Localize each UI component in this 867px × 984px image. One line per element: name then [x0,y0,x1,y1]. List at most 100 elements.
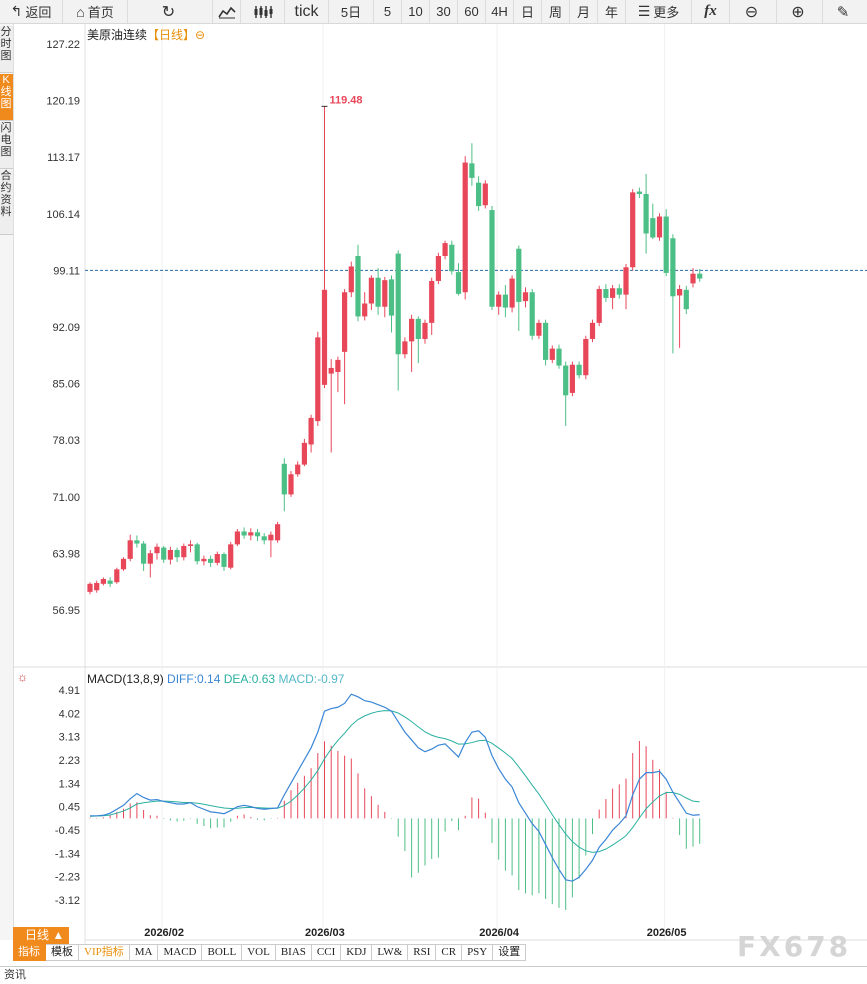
tab-vol[interactable]: VOL [242,944,276,961]
candle-type-button[interactable] [241,0,285,23]
period-year[interactable]: 年 [598,0,626,23]
period-week[interactable]: 周 [542,0,570,23]
instrument-name: 美原油连续 [87,28,148,42]
tab-kline[interactable]: K线图 [0,74,13,121]
day-period-tab[interactable]: 日线 ▲ [13,927,69,944]
tab-settings[interactable]: 设置 [493,944,527,961]
chart-title: 美原油连续【日线】⊖ [87,26,205,43]
candlestick-icon [254,5,272,18]
tab-flash[interactable]: 闪电图 [0,122,13,169]
zoom-out-button[interactable]: ⊖ [730,0,777,23]
settings-sun-icon[interactable]: ☼ [17,670,28,684]
news-footer[interactable]: 资讯 [0,966,867,983]
tab-template[interactable]: 模板 [46,944,79,961]
collapse-icon[interactable]: ⊖ [195,28,206,42]
refresh-button[interactable]: ↻ [128,0,213,23]
period-30min[interactable]: 30 [430,0,458,23]
zoom-in-button[interactable]: ⊕ [777,0,823,23]
macd-tick-label: -0.45 [55,825,80,837]
price-tick-label: 71.00 [52,492,80,504]
zoom-in-icon: ⊕ [791,3,805,21]
fx-icon: fx [704,3,717,19]
candle-body [623,267,629,295]
left-tab-bar: 分时图 K线图 闪电图 合约资料 [0,24,14,940]
price-tick-label: 106.14 [46,209,80,221]
tab-cci[interactable]: CCI [311,944,342,961]
price-tick-label: 63.98 [52,548,80,560]
tab-vip-indicator[interactable]: VIP指标 [79,944,130,961]
tab-contract-info[interactable]: 合约资料 [0,170,13,235]
candle-body [690,273,696,284]
indicator-tab-bar: 指标 模板 VIP指标 MA MACD BOLL VOL BIAS CCI KD… [13,944,527,961]
macd-tick-label: 4.91 [59,685,80,697]
period-5day[interactable]: 5日 [329,0,374,23]
period-month[interactable]: 月 [570,0,598,23]
candle-body [201,558,207,562]
draw-tool-button[interactable]: ✎ [823,0,866,23]
home-button[interactable]: ⌂ 首页 [63,0,128,23]
candle-body [241,531,247,536]
period-10min[interactable]: 10 [402,0,430,23]
back-button[interactable]: ↰ 返回 [0,0,63,23]
macd-label: MACD(13,8,9) [87,672,164,686]
menu-icon: ☰ [637,3,651,19]
chart-type-button[interactable] [213,0,241,23]
candle-body [120,558,127,570]
candle-body [301,442,307,465]
candle-body [643,193,649,234]
period-day[interactable]: 日 [514,0,542,23]
candle-body [127,540,133,559]
tab-indicator[interactable]: 指标 [13,944,46,961]
tab-psy[interactable]: PSY [462,944,494,961]
candle-body [295,464,301,475]
more-label: 更多 [653,5,680,20]
candle-body [630,192,636,268]
candle-body [187,544,194,546]
candle-body [435,255,441,281]
diff-line [90,693,700,882]
macd-tick-label: -3.12 [55,895,80,907]
formula-fx-button[interactable]: fx [692,0,730,23]
refresh-icon: ↻ [161,3,176,21]
more-button[interactable]: ☰ 更多 [626,0,692,23]
macd-tick-label: 1.34 [59,778,80,790]
candle-body [556,348,562,366]
candle-body [496,294,502,307]
candle-body [636,191,642,194]
tab-cr[interactable]: CR [436,944,463,961]
candle-body [194,544,200,562]
price-tick-label: 120.19 [46,96,80,108]
macd-tick-label: 2.23 [59,755,80,767]
tab-boll[interactable]: BOLL [202,944,243,961]
tab-bias[interactable]: BIAS [275,944,312,961]
watermark-logo: FX678 [737,930,852,963]
period-4h[interactable]: 4H [486,0,514,23]
candle-body [462,162,468,293]
tab-contract-label: 合约资料 [0,170,12,218]
kline-chart[interactable]: 127.22 120.19 113.17 106.14 99.11 92.09 85.06 7… [0,0,867,944]
macd-dea-value: DEA:0.63 [223,672,276,686]
tab-rsi[interactable]: RSI [408,944,437,961]
period-5min[interactable]: 5 [374,0,402,23]
period-60min[interactable]: 60 [458,0,486,23]
candle-body [368,277,374,304]
tab-ma[interactable]: MA [129,944,159,961]
period-label: 【日线】 [147,28,196,42]
tab-lw[interactable]: LW& [372,944,409,961]
candle-body [455,272,462,294]
macd-diff-value: DIFF:0.14 [167,672,221,686]
price-tick-label: 92.09 [52,322,80,334]
macd-tick-label: 3.13 [59,732,80,744]
tab-macd[interactable]: MACD [158,944,203,961]
x-tick-label: 2026/03 [305,927,345,939]
tab-intraday[interactable]: 分时图 [0,26,13,73]
tab-kdj[interactable]: KDJ [341,944,373,961]
dea-line [89,710,700,853]
candle-body [342,292,348,352]
macd-title: MACD(13,8,9) DIFF:0.14 DEA:0.63 MACD:-0.… [87,672,344,686]
tick-button[interactable]: tick [285,0,329,23]
candle-body [583,338,589,376]
candle-body [382,280,388,307]
candle-body [656,216,663,238]
candle-body [563,365,569,396]
